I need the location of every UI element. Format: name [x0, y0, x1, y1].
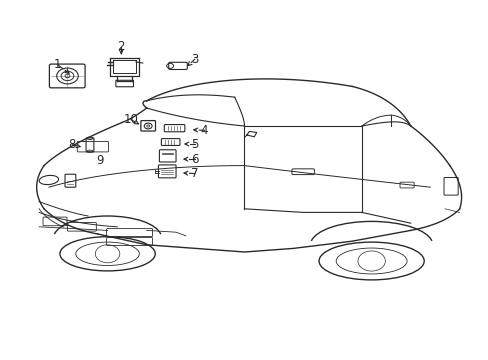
Text: 3: 3: [190, 53, 198, 66]
Text: 2: 2: [117, 40, 125, 53]
Text: 4: 4: [200, 124, 208, 137]
Text: 10: 10: [123, 113, 138, 126]
Text: 8: 8: [68, 138, 76, 151]
Text: 9: 9: [96, 154, 104, 167]
Text: 6: 6: [190, 153, 198, 166]
Text: 5: 5: [190, 138, 198, 150]
Text: 7: 7: [190, 167, 198, 180]
Text: 1: 1: [54, 58, 61, 71]
